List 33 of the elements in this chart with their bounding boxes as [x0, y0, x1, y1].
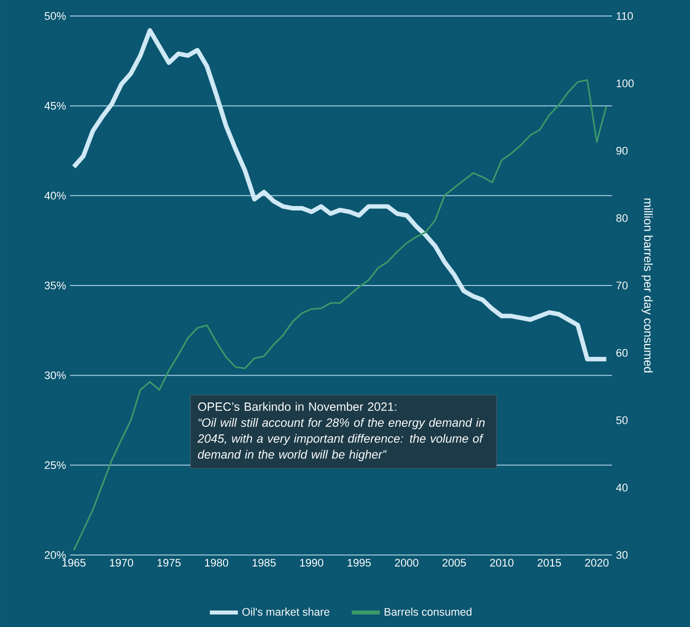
x-tick-label: 2000	[394, 558, 418, 567]
x-tick-label: 2010	[490, 558, 514, 567]
x-tick-label: 1970	[110, 558, 134, 567]
legend-label: Barrels consumed	[384, 608, 472, 616]
x-tick-label: 2020	[585, 558, 609, 567]
y2-tick-label: 50	[616, 416, 628, 424]
y2-tick-label: 60	[616, 348, 628, 357]
annotation: OPEC’s Barkindo in November 2021:	[198, 402, 396, 411]
y2-axis-title: million barrels per day consumed	[642, 198, 653, 372]
x-tick-label: 1985	[252, 558, 276, 567]
y2-tick-label: 40	[616, 484, 628, 492]
y2-tick-label: 70	[616, 282, 628, 290]
y2-tick-label: 90	[616, 146, 628, 155]
x-tick-label: 1990	[300, 558, 324, 567]
y-tick-label: 50%	[44, 12, 66, 20]
y-tick-label: 30%	[44, 371, 66, 380]
y-tick-label: 20%	[44, 551, 66, 559]
legend-label: Oil's market share	[242, 608, 330, 616]
y2-tick-label: 30	[616, 551, 628, 559]
y-tick-label: 45%	[44, 102, 66, 110]
x-tick-label: 2005	[442, 558, 466, 567]
annotation: “Oil will still account for 28% of the energy demand in 2045, with a very important difference: the volume of demand in the world will be higher”	[197, 418, 485, 462]
x-tick-label: 1965	[62, 558, 86, 567]
y2-tick-label: 100	[616, 79, 634, 88]
x-tick-label: 2015	[538, 558, 561, 567]
x-tick-label: 1995	[348, 558, 371, 567]
x-tick-label: 1980	[205, 558, 228, 567]
x-tick-label: 1975	[158, 558, 181, 567]
y2-tick-label: 110	[616, 12, 633, 20]
y-tick-label: 25%	[44, 461, 66, 470]
y-tick-label: 40%	[44, 192, 66, 200]
y2-tick-label: 80	[616, 214, 628, 222]
y-tick-label: 35%	[44, 282, 66, 290]
